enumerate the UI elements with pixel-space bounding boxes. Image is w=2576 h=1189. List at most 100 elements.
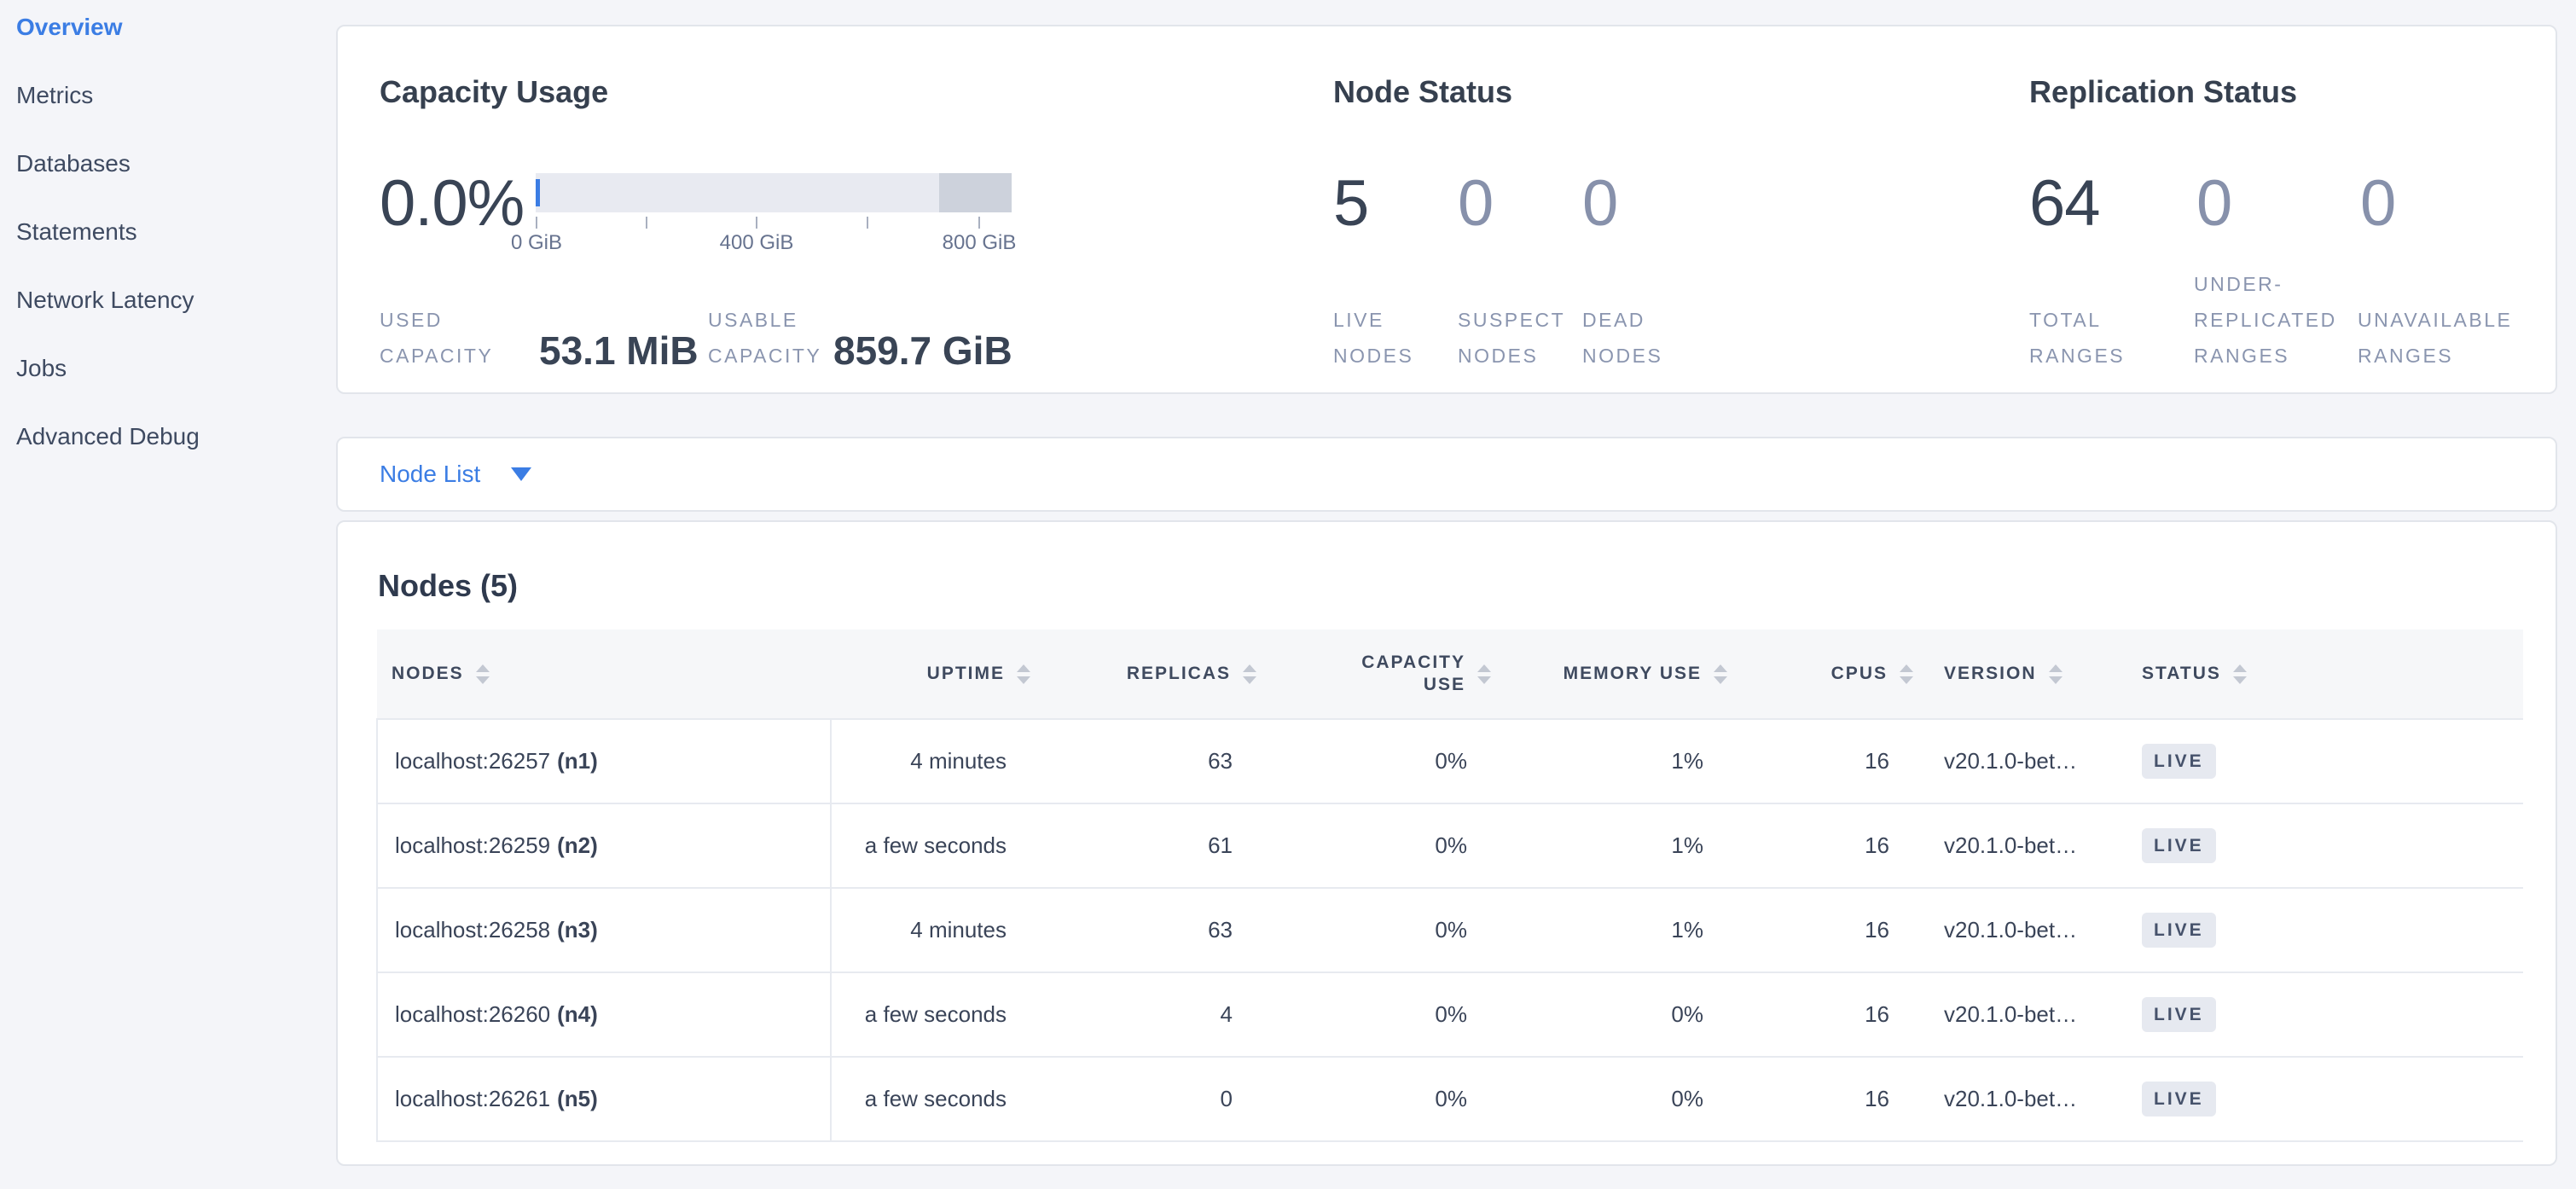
table-row[interactable]: localhost:26258 (n3) 4 minutes 63 0% 1% 1… <box>376 888 2523 973</box>
axis-tick-800gib <box>978 217 980 229</box>
node-address-cell[interactable]: localhost:26257 (n1) <box>376 719 832 804</box>
replicas-cell: 4 <box>1030 972 1256 1058</box>
sort-icon <box>1477 664 1491 684</box>
node-address-cell[interactable]: localhost:26258 (n3) <box>376 888 832 973</box>
replicas-cell: 61 <box>1030 803 1256 889</box>
axis-tick-400gib <box>756 217 757 229</box>
used-capacity-label: USED CAPACITY <box>380 309 494 367</box>
version-cell: v20.1.0-bet… <box>1913 719 2116 804</box>
capacity-use-cell: 0% <box>1256 1057 1491 1142</box>
sort-icon <box>1017 664 1030 684</box>
capacity-use-cell: 0% <box>1256 719 1491 804</box>
node-address: localhost:26257 <box>395 748 551 774</box>
axis-label-400gib: 400 GiB <box>719 231 794 254</box>
node-address-cell[interactable]: localhost:26260 (n4) <box>376 972 832 1058</box>
node-list-dropdown-label: Node List <box>380 461 481 487</box>
column-header-cpus[interactable]: CPUS <box>1727 664 1913 684</box>
uptime-cell: a few seconds <box>831 972 1030 1058</box>
suspect-nodes-count: 0 <box>1458 167 1494 240</box>
view-selector-card: Node List <box>336 437 2557 512</box>
uptime-cell: 4 minutes <box>831 888 1030 973</box>
node-id: (n4) <box>557 1001 598 1027</box>
status-badge: LIVE <box>2142 997 2216 1032</box>
dead-nodes-count: 0 <box>1582 167 1618 240</box>
status-badge: LIVE <box>2142 1082 2216 1116</box>
sidebar: Overview Metrics Databases Statements Ne… <box>0 0 334 490</box>
capacity-use-cell: 0% <box>1256 888 1491 973</box>
node-status-labels: LIVE NODES SUSPECT NODES DEAD NODES <box>1333 302 1662 374</box>
table-row[interactable]: localhost:26257 (n1) 4 minutes 63 0% 1% 1… <box>376 719 2523 804</box>
cpus-cell: 16 <box>1727 803 1913 889</box>
memory-use-cell: 0% <box>1491 972 1727 1058</box>
sidebar-item-overview[interactable]: Overview <box>16 14 123 40</box>
chevron-down-icon <box>511 467 532 481</box>
replicas-cell: 63 <box>1030 888 1256 973</box>
status-cell: LIVE <box>2116 719 2523 804</box>
nodes-table-title: Nodes (5) <box>378 568 519 603</box>
replicas-cell: 63 <box>1030 719 1256 804</box>
node-address: localhost:26260 <box>395 1001 551 1027</box>
node-address: localhost:26261 <box>395 1086 551 1111</box>
used-capacity-value: 53.1 MiB <box>539 328 699 373</box>
node-address: localhost:26259 <box>395 832 551 858</box>
status-badge: LIVE <box>2142 913 2216 948</box>
cpus-cell: 16 <box>1727 888 1913 973</box>
sidebar-item-network-latency[interactable]: Network Latency <box>16 287 194 313</box>
memory-use-cell: 0% <box>1491 1057 1727 1142</box>
axis-tick-0gib <box>536 217 537 229</box>
total-ranges-count: 64 <box>2029 167 2101 240</box>
table-row[interactable]: localhost:26259 (n2) a few seconds 61 0% … <box>376 803 2523 889</box>
status-cell: LIVE <box>2116 1057 2523 1142</box>
column-header-status[interactable]: STATUS <box>2116 664 2523 684</box>
cpus-cell: 16 <box>1727 1057 1913 1142</box>
capacity-used-percent: 0.0% <box>380 167 525 240</box>
suspect-nodes-label: SUSPECT NODES <box>1458 309 1566 367</box>
sidebar-item-databases[interactable]: Databases <box>16 150 131 177</box>
column-header-replicas[interactable]: REPLICAS <box>1030 664 1256 684</box>
capacity-use-cell: 0% <box>1256 803 1491 889</box>
version-cell: v20.1.0-bet… <box>1913 972 2116 1058</box>
sidebar-item-metrics[interactable]: Metrics <box>16 82 94 108</box>
capacity-use-cell: 0% <box>1256 972 1491 1058</box>
column-header-version[interactable]: VERSION <box>1913 664 2116 684</box>
column-header-nodes[interactable]: NODES <box>377 664 831 684</box>
table-row[interactable]: localhost:26260 (n4) a few seconds 4 0% 0… <box>376 972 2523 1058</box>
status-badge: LIVE <box>2142 828 2216 863</box>
status-cell: LIVE <box>2116 803 2523 889</box>
under-replicated-ranges-label: UNDER- REPLICATED RANGES <box>2194 273 2337 367</box>
version-cell: v20.1.0-bet… <box>1913 888 2116 973</box>
uptime-cell: a few seconds <box>831 803 1030 889</box>
sort-icon <box>1243 664 1256 684</box>
sidebar-item-advanced-debug[interactable]: Advanced Debug <box>16 423 200 450</box>
replicas-cell: 0 <box>1030 1057 1256 1142</box>
nodes-table-card: Nodes (5) NODES UPTIME REPLICAS CAPACITY… <box>336 520 2557 1166</box>
cluster-summary-card: Capacity Usage 0.0% 0 GiB 400 GiB 800 Gi… <box>336 25 2557 394</box>
replication-status-labels: TOTAL RANGES UNDER- REPLICATED RANGES UNAVA… <box>2029 266 2512 374</box>
cpus-cell: 16 <box>1727 972 1913 1058</box>
memory-use-cell: 1% <box>1491 888 1727 973</box>
status-cell: LIVE <box>2116 972 2523 1058</box>
table-row[interactable]: localhost:26261 (n5) a few seconds 0 0% 0… <box>376 1057 2523 1142</box>
node-address: localhost:26258 <box>395 917 551 942</box>
column-header-memory-use[interactable]: MEMORY USE <box>1491 664 1727 684</box>
axis-tick-600gib <box>867 217 868 229</box>
node-id: (n1) <box>557 748 598 774</box>
node-list-dropdown[interactable]: Node List <box>380 438 532 510</box>
node-id: (n5) <box>557 1086 598 1111</box>
column-header-uptime[interactable]: UPTIME <box>831 664 1030 684</box>
uptime-cell: a few seconds <box>831 1057 1030 1142</box>
under-replicated-ranges-count: 0 <box>2196 167 2232 240</box>
sidebar-item-jobs[interactable]: Jobs <box>16 355 67 381</box>
node-id: (n3) <box>557 917 598 942</box>
sort-icon <box>1900 664 1913 684</box>
capacity-bar-dark-segment <box>939 173 1012 212</box>
node-address-cell[interactable]: localhost:26261 (n5) <box>376 1057 832 1142</box>
sidebar-item-statements[interactable]: Statements <box>16 218 137 245</box>
column-header-capacity-use[interactable]: CAPACITY USE <box>1256 652 1491 696</box>
sort-icon <box>2232 664 2247 684</box>
memory-use-cell: 1% <box>1491 803 1727 889</box>
dead-nodes-label: DEAD NODES <box>1582 309 1663 367</box>
status-cell: LIVE <box>2116 888 2523 973</box>
node-address-cell[interactable]: localhost:26259 (n2) <box>376 803 832 889</box>
sort-icon <box>475 664 490 684</box>
